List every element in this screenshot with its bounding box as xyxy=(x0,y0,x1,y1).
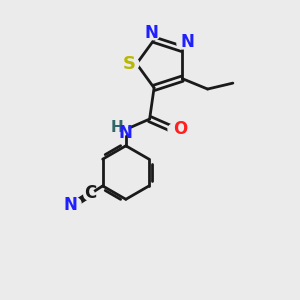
Text: H: H xyxy=(111,121,123,136)
Circle shape xyxy=(70,198,81,209)
Circle shape xyxy=(149,29,159,40)
Text: N: N xyxy=(63,196,77,214)
Text: N: N xyxy=(144,24,158,42)
Circle shape xyxy=(115,123,128,136)
Text: C: C xyxy=(84,184,96,202)
Text: N: N xyxy=(118,124,132,142)
Circle shape xyxy=(84,189,94,200)
Circle shape xyxy=(168,124,179,135)
Text: S: S xyxy=(123,55,136,73)
Text: O: O xyxy=(173,120,187,138)
Text: N: N xyxy=(181,33,195,51)
Circle shape xyxy=(177,38,188,49)
Circle shape xyxy=(128,58,139,69)
